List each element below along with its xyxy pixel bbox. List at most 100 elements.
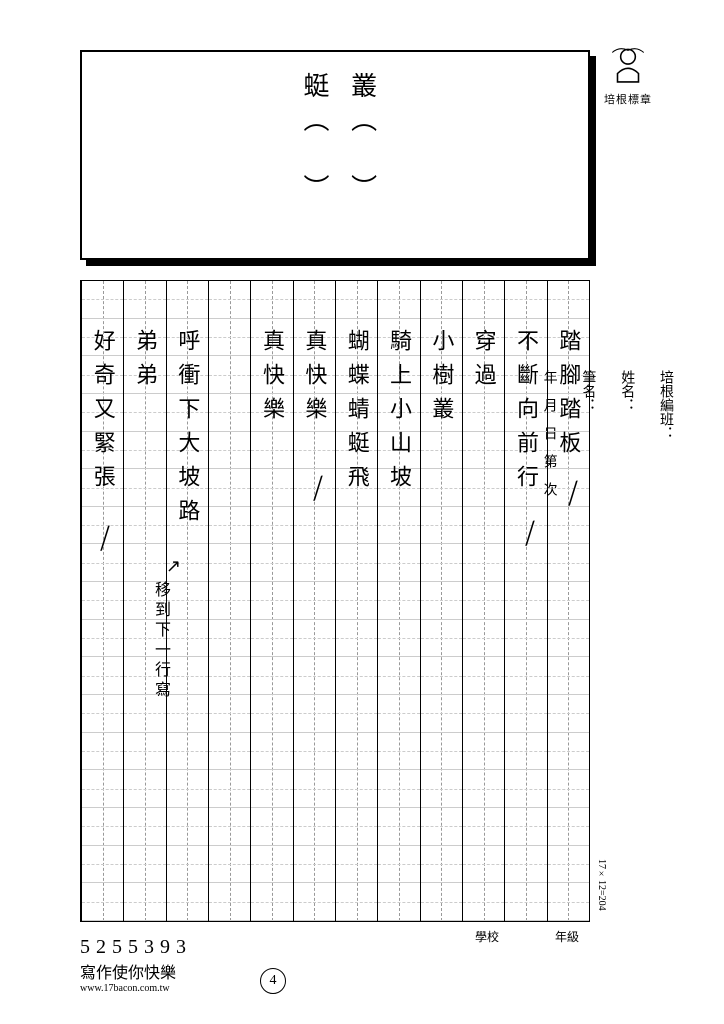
grid-cell xyxy=(124,394,165,432)
grid-cell xyxy=(505,657,546,695)
grid-cell xyxy=(505,281,546,319)
grid-cell xyxy=(548,733,589,771)
page-number: 4 xyxy=(260,968,286,994)
grid-cell xyxy=(421,883,462,921)
grid-cell xyxy=(167,281,208,319)
grid-cell xyxy=(505,544,546,582)
grid-cell xyxy=(209,281,250,319)
annotation-arrow: ↗ xyxy=(166,556,181,577)
grid-cell xyxy=(209,883,250,921)
grid-cell xyxy=(167,883,208,921)
grid-cell xyxy=(294,695,335,733)
column-text: 不斷向前行 xyxy=(510,329,542,499)
grid-cell xyxy=(421,620,462,658)
grid-cell xyxy=(209,657,250,695)
grid-cell xyxy=(378,808,419,846)
grid-cell xyxy=(251,432,292,470)
grid-cell xyxy=(505,770,546,808)
grid-cell xyxy=(167,770,208,808)
grid-cell xyxy=(505,808,546,846)
grid-cell xyxy=(82,808,123,846)
grid-column: 真快樂 xyxy=(250,281,292,921)
grid-cell xyxy=(82,733,123,771)
grid-cell xyxy=(294,544,335,582)
grid-cell xyxy=(421,695,462,733)
column-text: 真快樂 xyxy=(298,329,330,431)
grid-cell xyxy=(336,733,377,771)
grid-cell xyxy=(82,620,123,658)
grid-cell xyxy=(548,507,589,545)
grid-cell xyxy=(251,808,292,846)
column-text: 穿過 xyxy=(468,329,500,397)
grid-cell xyxy=(336,620,377,658)
grid-cell xyxy=(209,733,250,771)
grid-cell xyxy=(463,281,504,319)
meta-school: 學校 xyxy=(475,928,499,945)
grid-cell xyxy=(336,883,377,921)
grid-cell xyxy=(251,469,292,507)
grid-cell xyxy=(463,507,504,545)
grid-cell xyxy=(209,469,250,507)
grid-cell xyxy=(421,733,462,771)
column-text: 踏腳踏板 xyxy=(552,329,584,465)
grid-column: 踏腳踏板 xyxy=(547,281,589,921)
grid-cell xyxy=(378,695,419,733)
grid-cell xyxy=(294,582,335,620)
footer-number: 5255393 xyxy=(80,936,192,959)
grid-cell xyxy=(463,733,504,771)
grid-cell xyxy=(505,695,546,733)
grid-cell xyxy=(209,432,250,470)
grid-cell xyxy=(378,620,419,658)
grid-cell xyxy=(294,432,335,470)
grid-cell xyxy=(336,808,377,846)
grid-cell xyxy=(251,281,292,319)
grid-cell xyxy=(463,394,504,432)
column-text: 真快樂 xyxy=(256,329,288,431)
grid-cell xyxy=(124,432,165,470)
grid-dim: 17×12=204 xyxy=(596,859,607,911)
grid-cell xyxy=(294,620,335,658)
grid-cell xyxy=(82,846,123,884)
grid-cell xyxy=(378,657,419,695)
grid-cell xyxy=(209,356,250,394)
grid-cell xyxy=(421,544,462,582)
grid-cell xyxy=(421,432,462,470)
grid-cell xyxy=(294,770,335,808)
badge-label: 培根標章 xyxy=(598,91,658,107)
grid-cell xyxy=(463,620,504,658)
meta-grade: 年級 xyxy=(555,928,579,945)
grid-cell xyxy=(505,883,546,921)
grid-cell xyxy=(209,544,250,582)
grid-cell xyxy=(421,846,462,884)
grid-cell xyxy=(251,883,292,921)
grid-cell xyxy=(251,770,292,808)
grid-cell xyxy=(336,846,377,884)
grid-cell xyxy=(167,657,208,695)
column-text: 呼衝下大坡路 xyxy=(171,329,203,533)
grid-cell xyxy=(548,846,589,884)
grid-cell xyxy=(82,883,123,921)
grid-cell xyxy=(548,883,589,921)
grid-cell xyxy=(294,883,335,921)
grid-cell xyxy=(82,582,123,620)
grid-cell xyxy=(294,507,335,545)
grid-cell xyxy=(124,507,165,545)
column-text: 小樹叢 xyxy=(425,329,457,431)
grid-cell xyxy=(548,281,589,319)
grid-cell xyxy=(82,695,123,733)
grid-cell xyxy=(82,657,123,695)
grid-cell xyxy=(124,281,165,319)
column-text: 蝴蝶蜻蜓飛 xyxy=(341,329,373,499)
grid-column: 呼衝下大坡路 xyxy=(166,281,208,921)
grid-cell xyxy=(378,544,419,582)
grid-cell xyxy=(167,695,208,733)
grid-cell xyxy=(251,507,292,545)
grid-cell xyxy=(124,770,165,808)
grid-cell xyxy=(421,507,462,545)
grid-cell xyxy=(378,507,419,545)
grid-cell xyxy=(124,733,165,771)
grid-cell xyxy=(378,846,419,884)
grid-cell xyxy=(82,281,123,319)
grid-cell xyxy=(463,469,504,507)
grid-cell xyxy=(378,733,419,771)
